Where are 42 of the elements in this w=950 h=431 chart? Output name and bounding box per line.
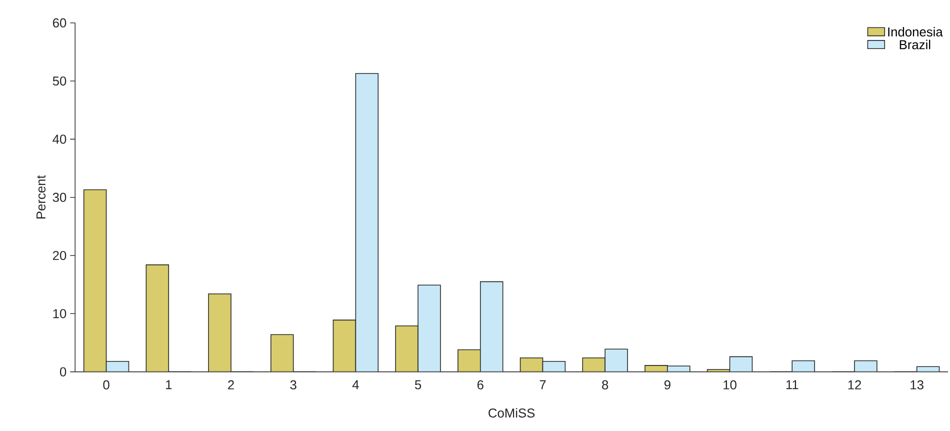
bar bbox=[208, 293, 232, 372]
x-tick-label: 8 bbox=[602, 380, 608, 390]
bar bbox=[520, 358, 543, 372]
x-tick-label: 0 bbox=[103, 380, 110, 390]
bar bbox=[270, 334, 294, 372]
legend-label: Indonesia bbox=[888, 26, 943, 36]
bar bbox=[854, 360, 877, 372]
bar bbox=[604, 348, 628, 372]
x-axis-title: CoMiSS bbox=[488, 408, 535, 418]
bar bbox=[458, 349, 481, 372]
bar bbox=[395, 325, 418, 372]
bar bbox=[83, 189, 107, 372]
bar bbox=[106, 361, 129, 372]
bar bbox=[418, 284, 441, 372]
y-tick-label: 40 bbox=[52, 134, 66, 144]
bar bbox=[542, 361, 566, 372]
y-tick-label: 10 bbox=[53, 308, 66, 318]
y-tick-label: 60 bbox=[52, 18, 66, 28]
x-tick-label: 3 bbox=[290, 380, 296, 390]
x-tick-label: 1 bbox=[166, 380, 172, 389]
x-tick-label: 6 bbox=[477, 380, 484, 390]
bar bbox=[332, 319, 356, 372]
y-tick-label: 30 bbox=[52, 192, 66, 202]
x-tick-label: 4 bbox=[352, 380, 359, 389]
legend-label: Brazil bbox=[900, 40, 930, 50]
bar bbox=[146, 264, 170, 372]
x-tick-label: 13 bbox=[910, 380, 924, 390]
bar bbox=[355, 72, 379, 372]
bar bbox=[792, 360, 815, 372]
y-axis-title: Percent bbox=[36, 175, 46, 218]
y-tick-label: 0 bbox=[60, 367, 66, 376]
bar bbox=[729, 356, 753, 372]
y-tick-label: 50 bbox=[52, 76, 66, 86]
x-tick-label: 7 bbox=[540, 380, 546, 389]
x-tick-label: 5 bbox=[414, 380, 422, 390]
x-tick-label: 11 bbox=[786, 380, 798, 389]
x-tick-label: 12 bbox=[848, 380, 861, 390]
bar bbox=[480, 281, 504, 372]
x-tick-label: 9 bbox=[664, 380, 670, 390]
x-tick-label: 2 bbox=[228, 380, 234, 390]
x-tick-label: 10 bbox=[724, 380, 736, 390]
y-tick-label: 20 bbox=[52, 250, 66, 260]
